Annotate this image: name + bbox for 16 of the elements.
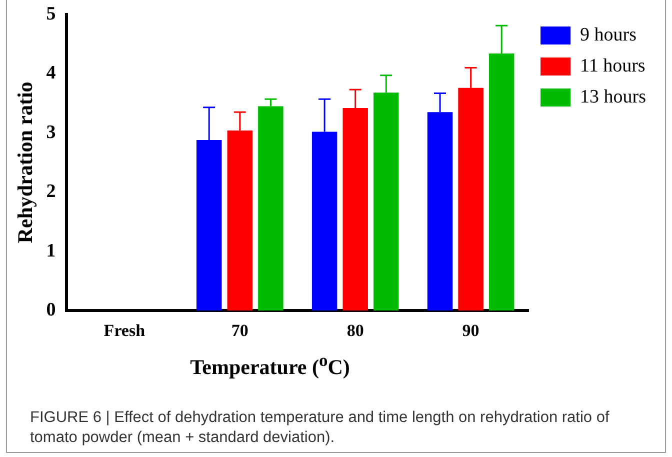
legend-label: 13 hours	[580, 86, 646, 108]
caption: FIGURE 6 | Effect of dehydration temperature and time length on rehydration ratio of tomato powder (mean + standard deviation).	[30, 408, 610, 448]
legend-label: 11 hours	[580, 55, 646, 76]
x-tick-label: Fresh	[104, 321, 146, 340]
y-tick-label: 4	[46, 62, 56, 84]
y-tick-label: 2	[46, 181, 56, 202]
legend-label: 9 hours	[580, 24, 637, 46]
x-tick-label: 70	[231, 321, 248, 340]
y-tick-label: 5	[46, 3, 56, 24]
y-tick-label: 0	[46, 300, 56, 321]
x-axis-title: Temperature ($^{o}$C)	[189, 350, 351, 380]
y-tick-label: 1	[46, 240, 56, 262]
y-axis-title: Rehydration ratio	[13, 82, 38, 244]
y-tick-label: 3	[46, 122, 56, 143]
x-tick-label: 90	[462, 321, 480, 340]
x-tick-label: 80	[346, 321, 364, 340]
